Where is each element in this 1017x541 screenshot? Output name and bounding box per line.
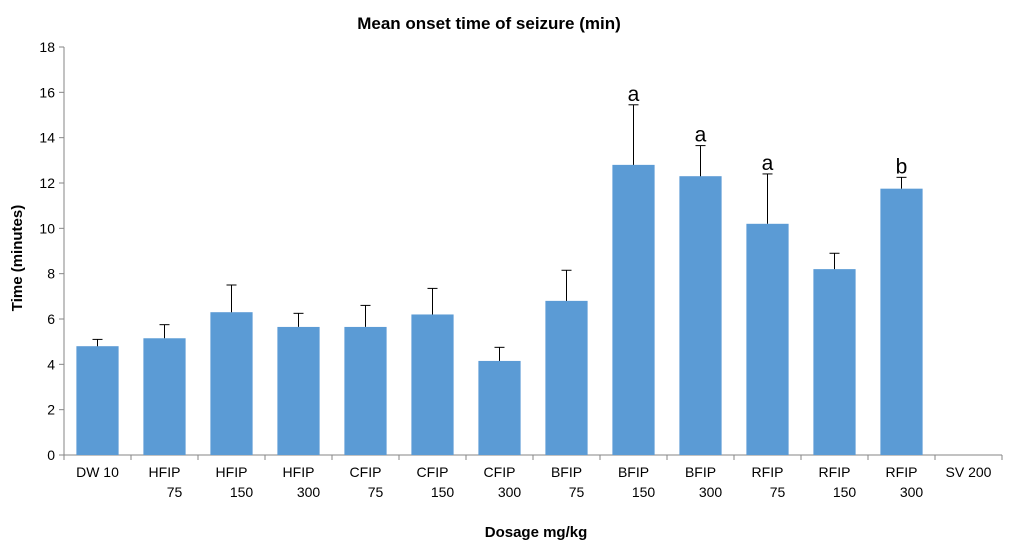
x-axis-title: Dosage mg/kg [485,524,588,541]
bar [612,164,655,455]
bar [344,326,387,455]
y-tick-label: 14 [39,130,55,146]
x-tick-label: BFIP 150 [618,464,655,500]
y-tick-label: 12 [39,175,55,191]
x-tick-label: CFIP 150 [417,464,455,500]
y-tick-label: 4 [47,356,55,372]
significance-label: a [695,124,707,147]
y-tick-label: 0 [47,447,55,463]
x-tick-label: HFIP 150 [216,464,254,500]
x-tick-label: HFIP 75 [149,464,183,500]
x-tick-label: CFIP 300 [484,464,522,500]
bar [746,223,789,455]
bar [277,326,320,455]
chart-title: Mean onset time of seizure (min) [357,14,621,33]
bar [210,312,253,455]
x-tick-label: HFIP 300 [283,464,321,500]
y-axis-title: Time (minutes) [9,205,26,311]
y-tick-label: 8 [47,266,55,282]
x-tick-label: DW 10 [76,464,119,480]
bar [813,269,856,455]
y-tick-label: 18 [39,39,55,55]
x-tick-label: RFIP 300 [886,464,924,500]
bar [143,338,186,455]
significance-label: b [896,155,908,178]
x-tick-label: RFIP 75 [752,464,786,500]
x-tick-label: BFIP 300 [685,464,722,500]
y-tick-label: 6 [47,311,55,327]
bar [478,360,521,455]
bar [679,176,722,455]
x-tick-label: CFIP 75 [350,464,384,500]
bar [411,314,454,455]
significance-label: a [762,152,774,175]
x-tick-label: RFIP 150 [819,464,857,500]
x-tick-label: BFIP 75 [551,464,585,500]
y-tick-label: 2 [47,402,55,418]
bar [880,188,923,455]
plot-area: 0 2 4 6 8 10 12 14 16 18 DW 10 HFIP 75 HFIP 150 HFIP 300… [39,39,1003,500]
bar [76,346,119,455]
bar [545,300,588,455]
x-tick-label: SV 200 [946,464,992,480]
significance-label: a [628,83,640,106]
y-tick-label: 10 [39,220,55,236]
y-tick-label: 16 [39,84,55,100]
